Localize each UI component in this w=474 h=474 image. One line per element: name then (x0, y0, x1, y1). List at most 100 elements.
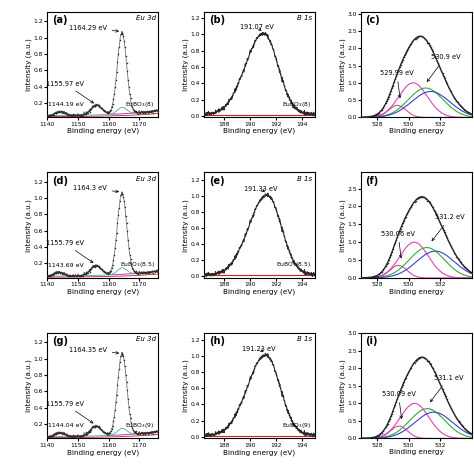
Point (410, 36, 417, 44)
Point (145, 269, 153, 276)
Point (55, 109, 62, 116)
Point (456, 257, 464, 264)
Point (51, 430, 59, 438)
Point (428, 46, 436, 53)
Point (57, 108, 65, 115)
Point (404, 369, 412, 377)
Point (79, 271, 86, 279)
Point (428, 202, 436, 210)
Point (359, 435, 367, 442)
Point (88, 106, 95, 113)
Point (58, 270, 65, 277)
Point (449, 409, 457, 416)
X-axis label: Binding energy: Binding energy (389, 289, 444, 294)
Point (455, 255, 463, 263)
Point (473, 112, 474, 119)
Point (64, 110, 71, 118)
Point (89, 262, 97, 269)
Point (382, 100, 389, 107)
Point (137, 109, 144, 117)
Point (132, 267, 139, 275)
Point (411, 198, 419, 206)
Point (53, 429, 61, 437)
Point (374, 272, 382, 279)
Point (370, 112, 377, 120)
Point (128, 260, 135, 267)
Point (103, 430, 110, 438)
Point (155, 427, 163, 435)
Point (41, 273, 48, 281)
Point (108, 425, 116, 433)
Point (89, 422, 97, 430)
Point (388, 248, 396, 255)
Point (72, 112, 80, 119)
Point (424, 39, 431, 46)
Point (445, 84, 453, 91)
Point (408, 203, 415, 210)
Point (472, 112, 474, 120)
Point (111, 83, 119, 91)
Point (349, 274, 357, 282)
Text: B 1s: B 1s (297, 15, 312, 21)
Point (429, 203, 437, 211)
Point (357, 274, 365, 282)
Y-axis label: Intensity (a.u.): Intensity (a.u.) (339, 359, 346, 412)
Text: 1164.35 eV: 1164.35 eV (69, 347, 118, 354)
Point (55, 269, 62, 276)
Point (73, 272, 81, 280)
Point (109, 95, 117, 103)
Point (437, 380, 444, 388)
Point (449, 92, 457, 100)
Point (465, 428, 472, 436)
Point (457, 420, 465, 428)
Point (120, 356, 128, 364)
Point (70, 433, 78, 441)
Point (404, 45, 412, 53)
Point (447, 404, 455, 411)
Point (423, 356, 430, 363)
Point (356, 114, 364, 121)
Point (432, 54, 440, 62)
Point (379, 106, 386, 114)
Point (109, 256, 117, 264)
Point (361, 434, 369, 442)
Point (64, 433, 72, 440)
Point (91, 102, 98, 110)
Text: (c): (c) (365, 15, 380, 25)
Point (118, 351, 126, 358)
Point (41, 112, 48, 120)
Point (416, 33, 424, 40)
Point (352, 274, 359, 282)
Point (45, 111, 53, 119)
Point (384, 259, 392, 266)
Point (402, 374, 410, 382)
Point (155, 267, 162, 274)
Point (454, 416, 461, 423)
Point (147, 108, 155, 116)
Point (373, 272, 381, 280)
Point (372, 111, 380, 119)
Point (404, 208, 412, 216)
Point (79, 432, 86, 439)
Point (417, 354, 425, 361)
Point (71, 111, 79, 118)
Point (58, 430, 65, 438)
Point (98, 426, 106, 434)
Point (443, 79, 451, 87)
Point (78, 112, 85, 119)
Point (133, 269, 140, 277)
Point (131, 428, 138, 436)
Point (106, 429, 113, 437)
Point (69, 273, 76, 280)
Point (389, 246, 397, 253)
Point (387, 251, 395, 258)
Point (50, 111, 57, 118)
Point (52, 269, 60, 276)
Point (427, 200, 435, 208)
Point (59, 429, 66, 437)
Point (438, 383, 445, 391)
Point (69, 110, 77, 118)
Point (363, 113, 370, 120)
Point (52, 430, 60, 438)
Point (117, 191, 125, 199)
